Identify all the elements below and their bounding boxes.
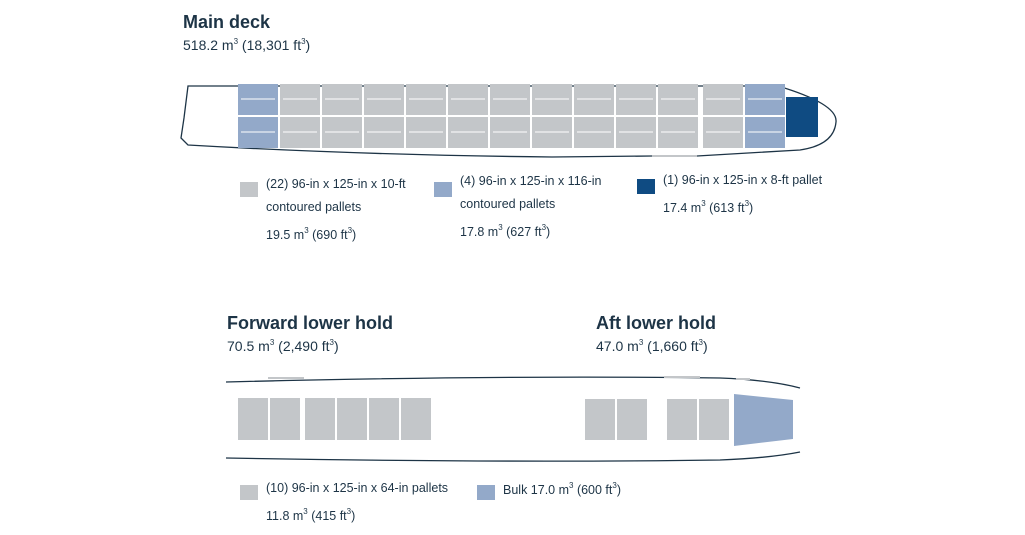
legend-swatch-flat [637, 179, 655, 194]
aft-hold-volume: 47.0 m3 (1,660 ft3) [596, 338, 708, 354]
forward-hold-pallet [337, 398, 367, 440]
aft-hold-pallet [617, 399, 647, 440]
legend-swatch-lower-pallet [240, 485, 258, 500]
legend-swatch-contoured [434, 182, 452, 197]
lower-hull-bottom-line [225, 451, 801, 462]
legend-text-contoured: (4) 96-in x 125-in x 116-in contoured pa… [460, 174, 602, 239]
main-deck-flat-pallet [786, 97, 818, 137]
forward-hold-title: Forward lower hold [227, 313, 394, 333]
forward-hold-pallet [401, 398, 431, 440]
aft-hold-title: Aft lower hold [596, 313, 716, 333]
lower-hold-pallets [238, 398, 729, 440]
bulk-compartment [734, 394, 793, 446]
legend-text-flat: (1) 96-in x 125-in x 8-ft pallet 17.4 m3… [663, 173, 823, 215]
forward-hold-pallet [270, 398, 300, 440]
forward-hold-pallet [305, 398, 335, 440]
aft-hold-pallet [667, 399, 697, 440]
legend-text-bulk: Bulk 17.0 m3 (600 ft3) [503, 481, 622, 497]
main-deck-title: Main deck [183, 12, 271, 32]
aft-hold-pallet [585, 399, 615, 440]
main-deck-pallets [238, 84, 818, 148]
legend-text-lower-pallet: (10) 96-in x 125-in x 64-in pallets 11.8… [266, 481, 449, 523]
lower-hull-top-line [225, 376, 801, 389]
legend-swatch-standard [240, 182, 258, 197]
forward-hold-pallet [369, 398, 399, 440]
legend-text-standard: (22) 96-in x 125-in x 10-ft contoured pa… [266, 177, 406, 242]
main-deck-volume: 518.2 m3 (18,301 ft3) [183, 37, 311, 53]
legend-swatch-bulk [477, 485, 495, 500]
main-deck-fuselage-outline [180, 85, 837, 158]
forward-hold-pallet [238, 398, 268, 440]
aft-hold-pallet [699, 399, 729, 440]
forward-hold-volume: 70.5 m3 (2,490 ft3) [227, 338, 339, 354]
